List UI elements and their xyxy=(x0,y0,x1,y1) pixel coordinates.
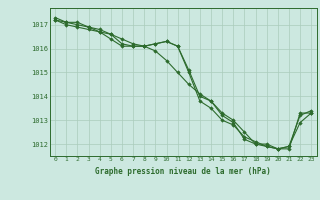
X-axis label: Graphe pression niveau de la mer (hPa): Graphe pression niveau de la mer (hPa) xyxy=(95,167,271,176)
